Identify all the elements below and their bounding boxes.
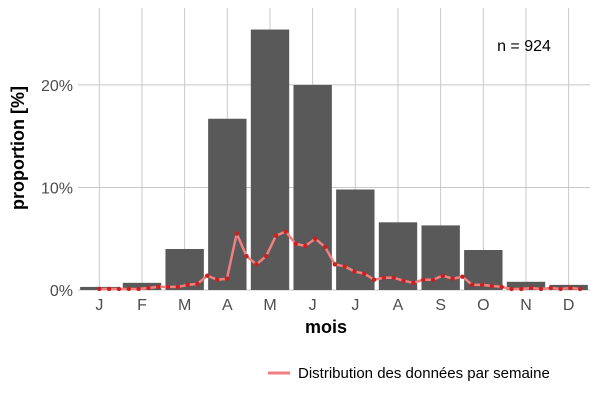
weekly-point <box>479 282 485 288</box>
weekly-point <box>224 276 230 281</box>
weekly-point <box>420 277 426 282</box>
weekly-point <box>97 286 102 292</box>
x-tick-label: N <box>520 297 532 314</box>
weekly-point <box>205 273 210 278</box>
weekly-point <box>342 264 347 269</box>
y-tick-label: 0% <box>50 283 73 300</box>
x-tick-label: M <box>178 297 191 314</box>
y-tick-label: 10% <box>41 180 73 197</box>
weekly-point <box>273 233 279 238</box>
x-tick-label: A <box>222 297 233 314</box>
weekly-point <box>214 277 220 282</box>
weekly-point <box>519 286 524 292</box>
sample-size-annotation: n = 924 <box>497 38 551 55</box>
y-tick-labels: 0% 10% 20% <box>41 78 73 300</box>
weekly-point <box>283 229 288 234</box>
weekly-point <box>362 271 367 276</box>
weekly-point <box>430 277 436 282</box>
weekly-point <box>568 285 573 291</box>
weekly-point <box>234 231 239 236</box>
x-tick-label: O <box>477 297 489 314</box>
bar-2 <box>122 282 162 290</box>
weekly-point <box>293 241 298 247</box>
weekly-point <box>460 274 465 279</box>
x-tick-label: J <box>309 297 317 314</box>
weekly-point <box>509 286 514 292</box>
bar-7 <box>336 189 375 290</box>
weekly-point <box>499 284 504 290</box>
weekly-point <box>195 281 200 287</box>
weekly-point <box>263 253 269 259</box>
x-tick-label: D <box>563 297 575 314</box>
bar-6 <box>293 84 332 290</box>
weekly-point <box>136 286 141 292</box>
weekly-point <box>558 286 563 292</box>
weekly-point <box>165 284 171 290</box>
weekly-point <box>156 284 161 290</box>
weekly-point <box>116 286 122 292</box>
weekly-point <box>528 285 534 291</box>
y-tick-label: 20% <box>41 78 73 95</box>
weekly-point <box>401 278 406 283</box>
weekly-point <box>381 275 387 280</box>
x-tick-label: A <box>393 297 404 314</box>
weekly-point <box>185 282 190 288</box>
weekly-point <box>254 262 259 267</box>
weekly-point <box>440 273 445 278</box>
weekly-point <box>303 243 308 249</box>
x-tick-label: F <box>137 297 147 314</box>
weekly-point <box>470 282 475 288</box>
legend-label: Distribution des données par semaine <box>298 365 550 382</box>
weekly-point <box>391 275 396 280</box>
x-tick-label: J <box>351 297 359 314</box>
weekly-point <box>548 285 553 291</box>
weekly-point <box>411 280 416 286</box>
weekly-point <box>450 276 455 281</box>
weekly-point <box>146 285 151 291</box>
weekly-point <box>106 286 112 292</box>
bar-4 <box>208 118 247 291</box>
x-axis-title: mois <box>305 317 347 337</box>
weekly-point <box>126 286 131 292</box>
weekly-point <box>244 253 249 259</box>
weekly-point <box>538 286 544 292</box>
bar-11 <box>506 281 546 290</box>
weekly-point <box>322 244 328 250</box>
bars <box>80 29 588 291</box>
x-tick-label: M <box>263 297 276 314</box>
weekly-point <box>352 269 357 274</box>
weekly-point <box>577 286 583 292</box>
weekly-distribution-line <box>97 229 583 292</box>
legend: Distribution des données par semaine <box>268 365 550 382</box>
weekly-point <box>371 277 377 282</box>
x-tick-label: S <box>435 297 446 314</box>
x-tick-label: J <box>95 297 103 314</box>
weekly-point <box>175 284 181 290</box>
weekly-point <box>313 236 318 241</box>
weekly-point <box>489 283 495 289</box>
weekly-point <box>332 262 338 267</box>
y-axis-title: proportion [%] <box>8 86 28 210</box>
